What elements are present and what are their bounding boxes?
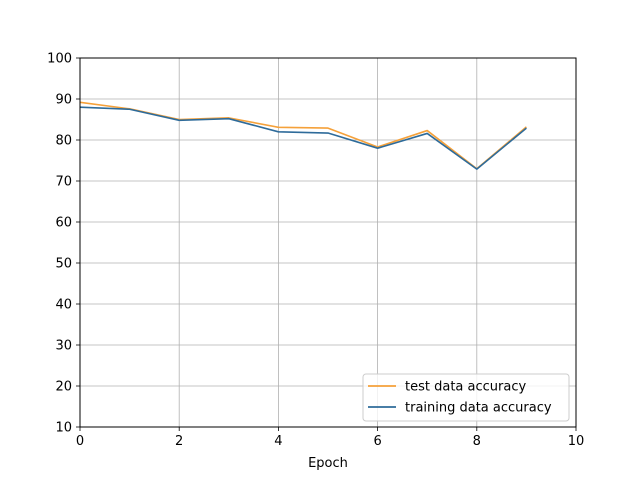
x-tick-label: 10	[568, 434, 585, 449]
series-line-1	[79, 106, 527, 170]
y-tick-label: 100	[47, 52, 72, 67]
y-tick-label: 10	[55, 421, 72, 436]
x-tick-label: 4	[274, 434, 282, 449]
legend-label-0: test data accuracy	[405, 380, 526, 395]
x-tick-label: 6	[373, 434, 381, 449]
x-tick-label: 8	[473, 434, 481, 449]
y-tick-label: 60	[55, 216, 72, 231]
legend-box	[362, 373, 570, 422]
axis-ticks: 0 2 4 6 8 10 10 20 30 40 50 60 70 80 90 100	[47, 52, 584, 450]
x-axis-label: Epoch	[308, 456, 348, 471]
grid	[79, 57, 577, 428]
y-tick-label: 80	[55, 134, 72, 149]
legend-label-1: training data accuracy	[405, 401, 552, 416]
plot-frame	[79, 57, 577, 428]
y-tick-label: 40	[55, 298, 72, 313]
y-tick-label: 50	[55, 257, 72, 272]
series-line-0	[79, 101, 527, 170]
x-tick-label: 0	[76, 434, 84, 449]
x-tick-label: 2	[175, 434, 183, 449]
y-tick-label: 70	[55, 175, 72, 190]
y-tick-label: 90	[55, 93, 72, 108]
legend: test data accuracy training data accuracy	[362, 373, 570, 422]
y-tick-label: 20	[55, 380, 72, 395]
y-tick-label: 30	[55, 339, 72, 354]
series-lines	[79, 101, 527, 170]
